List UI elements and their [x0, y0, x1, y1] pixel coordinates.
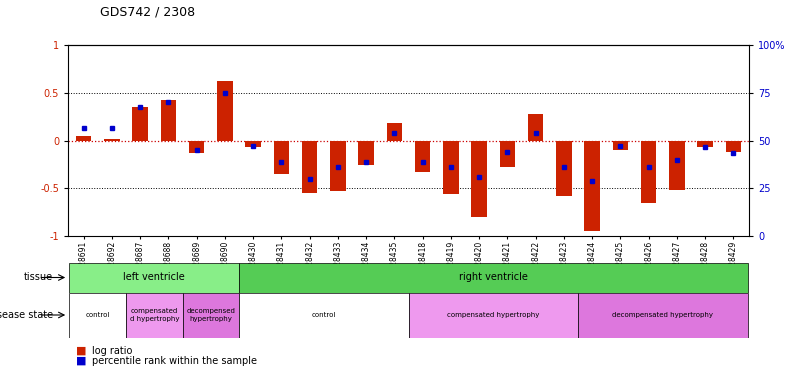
Text: tissue: tissue	[24, 273, 53, 282]
Bar	[126, 292, 183, 338]
Bar	[132, 107, 148, 141]
Bar	[669, 141, 685, 190]
Bar	[183, 292, 239, 338]
Bar	[471, 141, 487, 217]
Text: ■: ■	[76, 356, 87, 366]
Bar	[70, 262, 239, 292]
Bar	[239, 262, 747, 292]
Bar	[726, 141, 741, 152]
Bar	[245, 141, 261, 147]
Bar	[443, 141, 459, 194]
Text: compensated
d hypertrophy: compensated d hypertrophy	[130, 309, 179, 321]
Bar	[415, 141, 430, 172]
Text: disease state: disease state	[0, 310, 53, 320]
Text: left ventricle: left ventricle	[123, 273, 185, 282]
Bar	[161, 100, 176, 141]
Text: right ventricle: right ventricle	[459, 273, 528, 282]
Bar	[613, 141, 628, 150]
Bar	[76, 136, 91, 141]
Text: control: control	[86, 312, 110, 318]
Bar	[578, 292, 747, 338]
Bar	[217, 81, 232, 141]
Bar	[585, 141, 600, 231]
Text: ■: ■	[76, 346, 87, 355]
Bar	[387, 123, 402, 141]
Bar	[189, 141, 204, 153]
Bar	[274, 141, 289, 174]
Text: percentile rank within the sample: percentile rank within the sample	[92, 356, 257, 366]
Bar	[70, 292, 126, 338]
Text: log ratio: log ratio	[92, 346, 132, 355]
Text: GDS742 / 2308: GDS742 / 2308	[100, 6, 195, 19]
Text: compensated hypertrophy: compensated hypertrophy	[447, 312, 539, 318]
Bar	[302, 141, 317, 193]
Bar	[698, 141, 713, 147]
Bar	[358, 141, 374, 165]
Bar	[500, 141, 515, 167]
Bar	[409, 292, 578, 338]
Bar	[104, 139, 119, 141]
Bar	[556, 141, 572, 196]
Bar	[239, 292, 409, 338]
Text: control: control	[312, 312, 336, 318]
Text: decompensed
hypertrophy: decompensed hypertrophy	[187, 309, 235, 321]
Bar	[641, 141, 656, 203]
Bar	[528, 114, 543, 141]
Text: decompensated hypertrophy: decompensated hypertrophy	[612, 312, 713, 318]
Bar	[330, 141, 346, 191]
